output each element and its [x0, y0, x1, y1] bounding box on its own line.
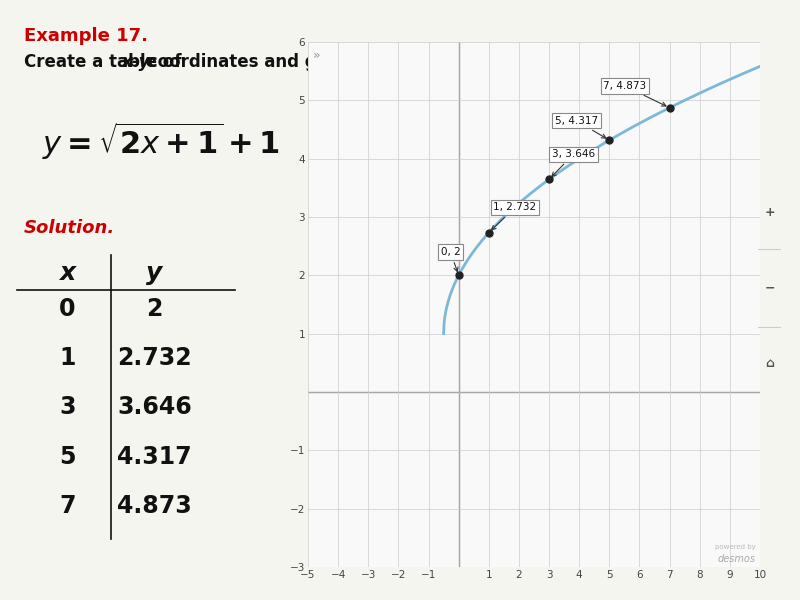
Text: desmos: desmos — [718, 554, 755, 564]
Text: 2.732: 2.732 — [118, 346, 192, 370]
Text: 7: 7 — [59, 494, 75, 518]
Text: coordinates and graph the function.: coordinates and graph the function. — [142, 53, 486, 71]
Text: ⌂: ⌂ — [765, 357, 774, 370]
Text: 0, 2: 0, 2 — [441, 247, 460, 272]
Text: powered by: powered by — [714, 544, 755, 550]
Text: +: + — [764, 206, 775, 219]
Text: 1: 1 — [59, 346, 75, 370]
Text: 1, 2.732: 1, 2.732 — [492, 202, 537, 230]
Text: Solution.: Solution. — [23, 219, 114, 237]
Text: y: y — [146, 261, 162, 285]
Text: 4.873: 4.873 — [117, 494, 192, 518]
Text: 4.317: 4.317 — [118, 445, 192, 469]
Text: $\mathbf{\mathit{y} = \sqrt{2\mathit{x}+1}+1}$: $\mathbf{\mathit{y} = \sqrt{2\mathit{x}+… — [42, 120, 280, 162]
Text: −: − — [764, 281, 775, 295]
Text: 2: 2 — [146, 297, 162, 321]
Text: 3, 3.646: 3, 3.646 — [552, 149, 595, 176]
Text: x-y: x-y — [122, 53, 150, 71]
Text: 3.646: 3.646 — [117, 395, 192, 419]
Text: Example 17.: Example 17. — [23, 27, 147, 45]
Text: Create a table of: Create a table of — [23, 53, 186, 71]
Text: »: » — [313, 49, 320, 62]
Text: 5: 5 — [59, 445, 75, 469]
Text: 5, 4.317: 5, 4.317 — [555, 116, 606, 138]
Text: 3: 3 — [59, 395, 75, 419]
Text: 0: 0 — [59, 297, 75, 321]
Text: 7, 4.873: 7, 4.873 — [603, 81, 666, 106]
Text: x: x — [59, 261, 75, 285]
